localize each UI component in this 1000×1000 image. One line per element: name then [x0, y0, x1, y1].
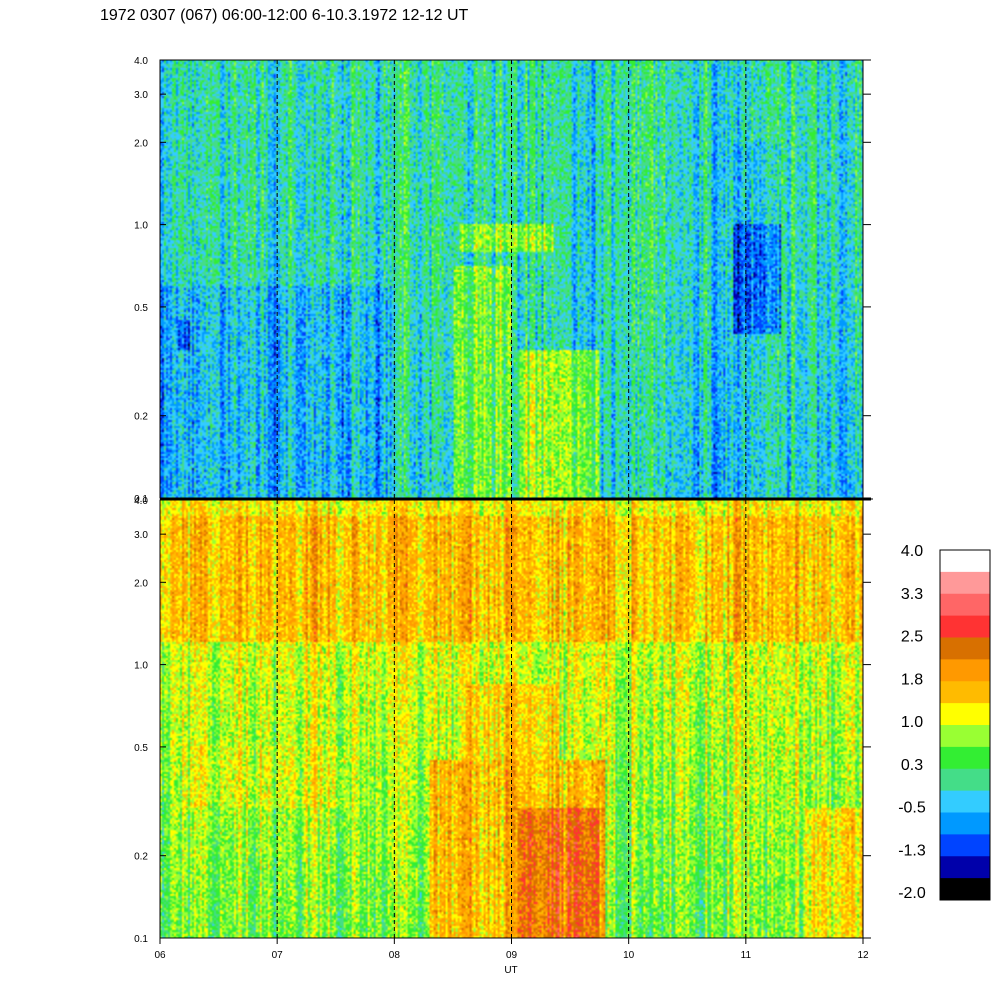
colorbar-swatch — [940, 681, 990, 704]
y-tick-label: 4.0 — [134, 56, 148, 67]
y-tick-label: 3.0 — [134, 530, 148, 541]
x-tick-label: 07 — [272, 950, 284, 961]
colorbar-tick-label: 4.0 — [901, 543, 923, 560]
y-tick-label: 3.0 — [134, 90, 148, 101]
colorbar-swatch — [940, 725, 990, 748]
upper-panel: 0.1 0.2 0.5 1.0 2.0 3.0 4.0 — [134, 56, 871, 505]
x-tick-label: 06 — [154, 950, 166, 961]
chart-title: 1972 0307 (067) 06:00-12:00 6-10.3.1972 … — [100, 7, 469, 24]
colorbar-swatch — [940, 703, 990, 726]
x-tick-label: 09 — [506, 950, 518, 961]
colorbar-tick-label: -1.3 — [898, 842, 926, 859]
colorbar-swatch — [940, 746, 990, 770]
colorbar-tick-label: -2.0 — [898, 885, 926, 902]
colorbar-swatch — [940, 593, 990, 617]
colorbar-swatch — [940, 550, 990, 573]
colorbar-tick-label: 1.8 — [901, 671, 923, 688]
colorbar-swatch — [940, 812, 990, 835]
colorbar-swatch — [940, 637, 990, 660]
y-tick-label: 0.5 — [134, 743, 148, 754]
x-tick-label: 12 — [857, 950, 869, 961]
y-tick-label: 0.1 — [134, 934, 148, 945]
x-tick-label: 10 — [623, 950, 635, 961]
x-tick-label: 11 — [741, 950, 752, 961]
colorbar-swatches — [940, 550, 990, 901]
colorbar-tick-labels: 4.0 3.3 2.5 1.8 1.0 0.3 -0.5 -1.3 -2.0 — [898, 543, 926, 902]
x-axis: 06 07 08 09 10 11 12 — [154, 938, 869, 961]
lower-panel-hour-lines — [276, 500, 747, 938]
y-tick-label: 0.5 — [134, 303, 148, 314]
x-axis-label: UT — [504, 965, 517, 976]
y-tick-label: 0.2 — [134, 412, 148, 423]
y-tick-label: 1.0 — [134, 221, 148, 232]
colorbar-swatch — [940, 571, 990, 595]
colorbar-tick-label: -0.5 — [898, 800, 926, 817]
colorbar-tick-label: 1.0 — [901, 714, 923, 731]
y-tick-label: 0.2 — [134, 852, 148, 863]
upper-panel-y-axis: 0.1 0.2 0.5 1.0 2.0 3.0 4.0 — [134, 56, 871, 505]
lower-panel-y-axis: 0.1 0.2 0.5 1.0 2.0 3.0 4.0 — [134, 496, 871, 945]
colorbar-tick-label: 0.3 — [901, 757, 923, 774]
colorbar-swatch — [940, 834, 990, 857]
colorbar: 4.0 3.3 2.5 1.8 1.0 0.3 -0.5 -1.3 -2.0 — [898, 543, 991, 902]
y-tick-label: 2.0 — [134, 578, 148, 589]
y-tick-label: 0.1 — [134, 494, 148, 505]
colorbar-swatch — [940, 768, 990, 792]
colorbar-frame — [939, 549, 991, 901]
colorbar-swatch — [940, 615, 990, 638]
lower-panel: 0.1 0.2 0.5 1.0 2.0 3.0 4.0 — [134, 496, 871, 945]
colorbar-swatch — [940, 856, 990, 879]
colorbar-swatch — [940, 790, 990, 813]
x-tick-label: 08 — [389, 950, 401, 961]
colorbar-tick-label: 2.5 — [901, 629, 923, 646]
y-tick-label: 2.0 — [134, 138, 148, 149]
y-tick-label: 4.0 — [134, 496, 148, 507]
colorbar-swatch — [940, 659, 990, 682]
upper-panel-hour-lines — [276, 60, 747, 498]
y-tick-label: 1.0 — [134, 661, 148, 672]
colorbar-tick-label: 3.3 — [901, 586, 923, 603]
colorbar-swatch — [940, 878, 990, 901]
